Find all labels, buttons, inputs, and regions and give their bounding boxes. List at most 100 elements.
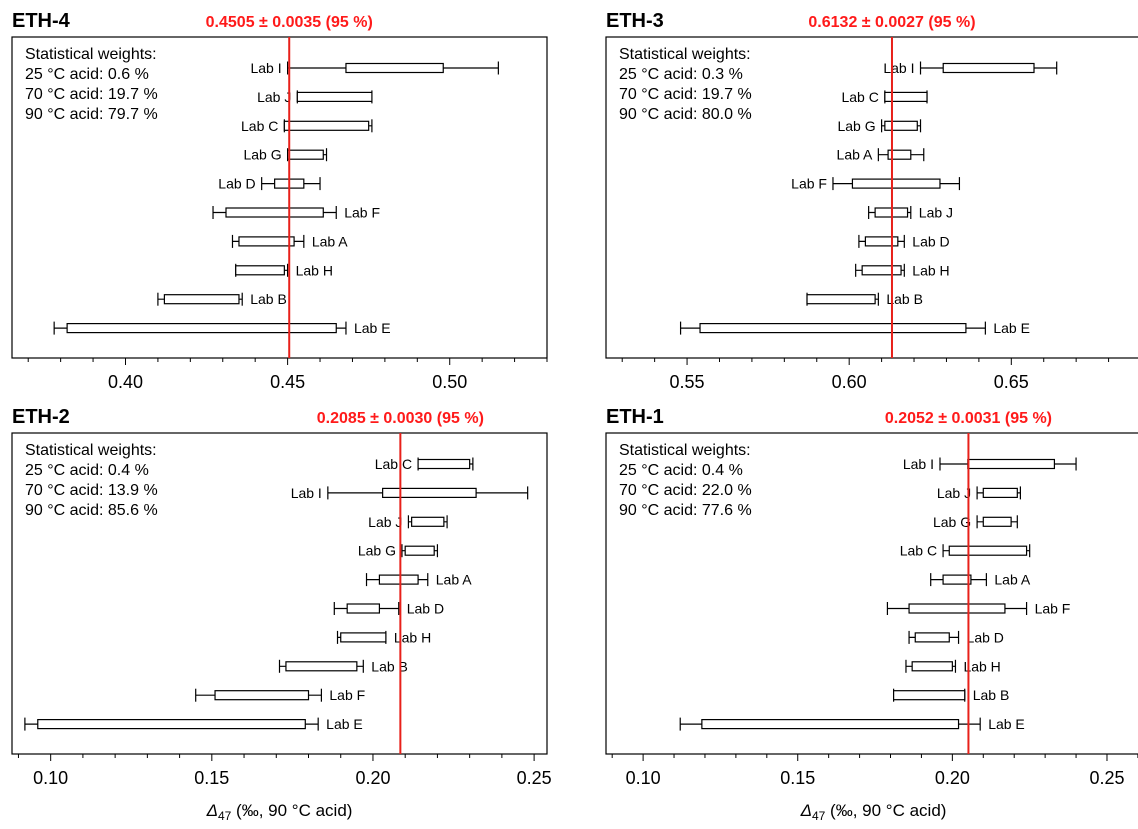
error-box <box>914 632 950 643</box>
tick-label: 0.40 <box>108 372 143 392</box>
error-box <box>942 62 1035 74</box>
lab-row: Lab J <box>257 89 373 105</box>
lab-label: Lab F <box>344 205 380 221</box>
tick-label: 0.25 <box>1089 768 1124 788</box>
error-box <box>66 323 337 334</box>
error-box <box>864 236 899 247</box>
error-box <box>851 178 941 189</box>
lab-label: Lab F <box>329 687 365 703</box>
error-box <box>806 294 876 305</box>
lab-label: Lab G <box>243 147 281 163</box>
tick-label: 0.20 <box>355 768 390 788</box>
lab-row: Lab B <box>157 291 287 307</box>
lab-label: Lab D <box>218 176 255 192</box>
error-box <box>967 458 1056 470</box>
consensus-value: 0.4505 ± 0.0035 (95 %) <box>206 14 373 31</box>
panel-eth-3: ETH-3 0.6132 ± 0.0027 (95 %) Statistical w… <box>605 10 1138 392</box>
lab-label: Lab I <box>250 60 281 76</box>
lab-label: Lab J <box>368 514 402 530</box>
lab-label: Lab B <box>973 687 1010 703</box>
axis-label-subscript: 47 <box>812 809 826 823</box>
error-box <box>884 120 918 131</box>
tick-label: 0.65 <box>994 372 1029 392</box>
lab-label: Lab J <box>937 485 971 501</box>
lab-row: Lab D <box>218 176 321 192</box>
lab-label: Lab F <box>791 176 827 192</box>
error-box <box>340 632 387 643</box>
plot-frame <box>11 432 548 755</box>
lab-row: Lab B <box>278 658 408 674</box>
lab-row: Lab C <box>375 456 474 472</box>
weight-line: 90 °C acid: 85.6 % <box>25 502 158 519</box>
weights-title: Statistical weights: <box>619 46 751 63</box>
lab-row: Lab J <box>868 205 953 221</box>
lab-label: Lab A <box>994 572 1030 588</box>
error-box <box>287 149 324 160</box>
lab-label: Lab J <box>919 205 953 221</box>
tick-label: 0.55 <box>670 372 705 392</box>
error-box <box>378 574 419 585</box>
error-box <box>417 458 471 470</box>
lab-row: Lab A <box>837 147 925 163</box>
lab-label: Lab D <box>912 233 949 249</box>
weights-title: Statistical weights: <box>25 442 157 459</box>
error-box <box>382 487 477 498</box>
lab-row: Lab E <box>679 716 1025 732</box>
lab-row: Lab G <box>837 118 922 134</box>
panel-title: ETH-4 <box>12 10 71 32</box>
error-box <box>948 545 1028 556</box>
panel-eth-1: ETH-1 0.2052 ± 0.0031 (95 %) Statistical w… <box>605 406 1138 823</box>
panel-eth-2: ETH-2 0.2085 ± 0.0030 (95 %) Statistical w… <box>11 406 552 823</box>
error-box <box>942 574 972 585</box>
plot-frame <box>605 432 1138 755</box>
error-box <box>982 487 1018 498</box>
lab-label: Lab C <box>241 118 278 134</box>
lab-label: Lab J <box>257 89 291 105</box>
error-box <box>701 718 960 730</box>
lab-label: Lab A <box>837 147 873 163</box>
weight-line: 90 °C acid: 80.0 % <box>619 106 752 123</box>
consensus-value: 0.2085 ± 0.0030 (95 %) <box>317 410 484 427</box>
error-box <box>861 265 902 276</box>
tick-label: 0.20 <box>935 768 970 788</box>
lab-label: Lab C <box>375 456 412 472</box>
weight-line: 90 °C acid: 77.6 % <box>619 502 752 519</box>
weight-line: 25 °C acid: 0.4 % <box>25 462 149 479</box>
tick-label: 0.45 <box>270 372 305 392</box>
x-axis-label: Δ47 (‰, 90 °C acid) <box>206 801 353 823</box>
tick-label: 0.15 <box>194 768 229 788</box>
panel-title: ETH-1 <box>606 406 664 428</box>
error-box <box>346 603 381 614</box>
lab-row: Lab H <box>336 629 431 645</box>
lab-label: Lab I <box>291 485 322 501</box>
lab-row: Lab I <box>250 60 499 76</box>
lab-row: Lab E <box>679 320 1030 336</box>
lab-label: Lab E <box>354 320 391 336</box>
lab-row: Lab D <box>333 601 444 617</box>
weight-line: 70 °C acid: 19.7 % <box>619 86 752 103</box>
error-box <box>908 603 1006 614</box>
lab-label: Lab A <box>312 233 348 249</box>
tick-label: 0.15 <box>780 768 815 788</box>
tick-label: 0.60 <box>832 372 867 392</box>
lab-row: Lab G <box>358 543 439 559</box>
lab-row: Lab H <box>855 262 950 278</box>
lab-label: Lab I <box>883 60 914 76</box>
error-box <box>982 516 1012 527</box>
weight-line: 70 °C acid: 13.9 % <box>25 482 158 499</box>
lab-label: Lab H <box>963 658 1000 674</box>
tick-label: 0.25 <box>517 768 552 788</box>
x-axis-label: Δ47 (‰, 90 °C acid) <box>800 801 947 823</box>
lab-label: Lab B <box>250 291 287 307</box>
error-box <box>285 661 358 672</box>
lab-row: Lab B <box>893 687 1010 703</box>
lab-label: Lab C <box>841 89 878 105</box>
lab-row: Lab I <box>883 60 1058 76</box>
lab-label: Lab G <box>933 514 971 530</box>
weights-title: Statistical weights: <box>25 46 157 63</box>
lab-label: Lab A <box>436 572 472 588</box>
plot-frame <box>605 36 1138 359</box>
axis-label-unit: (‰, 90 °C acid) <box>825 801 946 820</box>
lab-label: Lab B <box>371 658 408 674</box>
